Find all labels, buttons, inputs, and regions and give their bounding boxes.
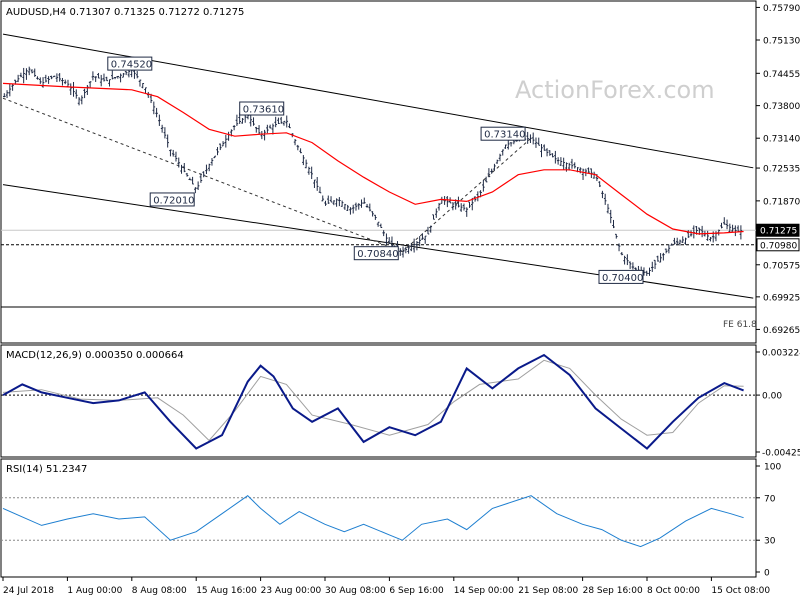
main-y-tick-label: 0.75130 xyxy=(763,36,800,46)
price-marker: 0.74520 xyxy=(107,56,153,71)
x-tick-label: 15 Aug 16:00 xyxy=(196,586,257,596)
macd-y-tick-label: 0.00 xyxy=(762,392,782,402)
x-tick-label: 8 Aug 08:00 xyxy=(132,586,187,596)
rsi-y-tick-label: 0 xyxy=(764,569,770,579)
price-marker: 0.70400 xyxy=(598,269,644,284)
channel-upper-line xyxy=(2,33,754,169)
rsi-y-tick-label: 100 xyxy=(764,463,781,473)
x-tick-label: 15 Oct 08:00 xyxy=(711,586,770,596)
price-marker-box xyxy=(353,246,399,261)
main-y-tick-label: 0.75790 xyxy=(763,4,800,14)
x-tick-label: 24 Jul 2018 xyxy=(3,586,54,596)
macd-y-tick-label: -0.004259 xyxy=(762,449,800,459)
rsi-y-tick-label: 70 xyxy=(764,494,776,504)
dashed-support-line xyxy=(2,97,403,253)
axis-layer: 0.75790 0.75130 0.74455 0.73800 0.73140 0.725… xyxy=(2,4,800,596)
x-tick-label: 28 Sep 16:00 xyxy=(583,586,643,596)
x-tick-label: 6 Sep 16:00 xyxy=(389,586,444,596)
x-tick-label: 8 Oct 00:00 xyxy=(647,586,700,596)
main-y-tick-label: 0.72535 xyxy=(763,165,800,175)
price-marker-box xyxy=(598,269,644,284)
price-tag-label: 0.70980 xyxy=(760,241,797,251)
price-marker-label: 0.72010 xyxy=(153,195,194,206)
price-marker-label: 0.74520 xyxy=(111,60,152,71)
x-tick-label: 23 Aug 00:00 xyxy=(261,586,322,596)
main-price-layer: 0.74520 0.73610 0.72010 0.70840 0.73140 0.704… xyxy=(1,33,756,308)
rsi-panel-header: RSI(14) 51.2347 xyxy=(6,464,87,475)
rsi-y-tick-label: 30 xyxy=(764,537,776,547)
macd-line xyxy=(2,353,744,450)
main-y-tick-label: 0.71870 xyxy=(763,197,800,207)
price-marker: 0.73140 xyxy=(480,126,526,141)
price-marker-box xyxy=(480,126,526,141)
main-panel-frame xyxy=(0,0,757,344)
main-panel-header: AUDUSD,H4 0.71307 0.71325 0.71272 0.7127… xyxy=(6,7,244,18)
watermark: ActionForex.com xyxy=(515,76,715,104)
macd-panel-frame xyxy=(0,344,757,458)
price-marker-label: 0.70840 xyxy=(357,249,398,260)
main-y-tick-label: 0.69925 xyxy=(763,293,800,303)
macd-layer xyxy=(1,353,756,450)
price-marker: 0.72010 xyxy=(149,192,195,207)
price-marker-box xyxy=(239,101,285,116)
rsi-line xyxy=(2,495,744,548)
macd-y-tick-label: 0.003224 xyxy=(762,349,800,359)
price-marker-label: 0.70400 xyxy=(602,273,643,284)
price-marker-label: 0.73140 xyxy=(484,130,525,141)
x-tick-label: 1 Aug 00:00 xyxy=(67,586,122,596)
price-tag-box xyxy=(756,223,800,237)
price-marker: 0.73610 xyxy=(239,101,285,116)
macd-signal-line xyxy=(2,359,744,442)
macd-panel-header: MACD(12,26,9) 0.000350 0.000664 xyxy=(6,350,184,361)
rsi-layer xyxy=(1,495,756,548)
moving-average-line xyxy=(2,82,744,235)
main-y-tick-label: 0.73800 xyxy=(763,102,800,112)
main-y-tick-label: 0.69265 xyxy=(763,326,800,336)
price-marker-box xyxy=(107,56,153,71)
x-tick-label: 30 Aug 08:00 xyxy=(325,586,386,596)
dashed-rise-line xyxy=(401,137,532,253)
price-tag-box xyxy=(756,238,800,252)
fib-label: FE 61.8 xyxy=(723,320,757,330)
price-tag-label: 0.71275 xyxy=(760,227,797,237)
main-y-tick-label: 0.70575 xyxy=(763,261,800,271)
price-marker-label: 0.73610 xyxy=(243,105,284,116)
price-marker: 0.70840 xyxy=(353,246,399,261)
main-y-tick-label: 0.74455 xyxy=(763,70,800,80)
x-tick-label: 21 Sep 08:00 xyxy=(518,586,578,596)
price-marker-box xyxy=(149,192,195,207)
x-tick-label: 14 Sep 00:00 xyxy=(454,586,514,596)
main-y-tick-label: 0.73140 xyxy=(763,135,800,145)
